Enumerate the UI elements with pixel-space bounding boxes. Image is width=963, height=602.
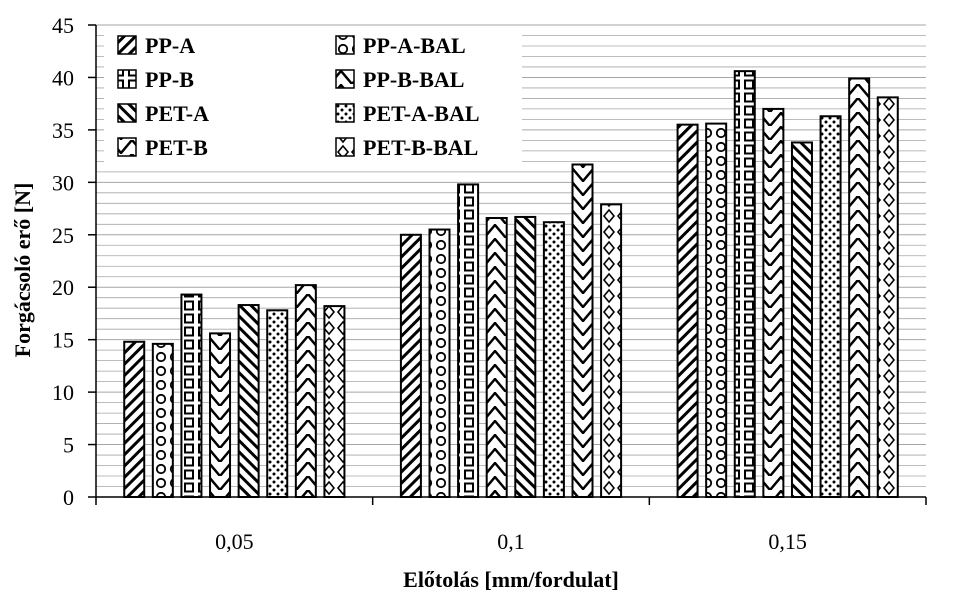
bar — [123, 340, 146, 498]
bar — [457, 183, 480, 498]
bar — [151, 342, 174, 498]
bar — [600, 203, 623, 499]
x-tick-label: 0,05 — [215, 529, 254, 554]
x-tick-label: 0,15 — [768, 529, 807, 554]
legend-swatch — [117, 137, 137, 157]
bar — [428, 228, 451, 499]
legend-label: PP-B — [145, 67, 194, 92]
y-tick-label: 5 — [63, 433, 74, 458]
bar — [571, 163, 594, 498]
legend-swatch — [335, 137, 355, 157]
gridlines — [96, 24, 926, 498]
legend-swatch — [117, 35, 137, 55]
y-tick-label: 25 — [52, 223, 74, 248]
legend-label: PET-B-BAL — [363, 135, 478, 160]
bar — [266, 309, 289, 499]
legend-label: PET-A — [145, 101, 209, 126]
y-tick-label: 0 — [63, 485, 74, 510]
bar — [209, 332, 232, 498]
bar — [705, 122, 728, 499]
legend-label: PET-A-BAL — [363, 101, 480, 126]
legend-label: PP-A-BAL — [363, 33, 466, 58]
bar — [733, 70, 756, 498]
bars — [123, 70, 899, 499]
bar — [848, 77, 871, 498]
y-axis-title: Forgácsoló erő [N] — [10, 183, 35, 358]
legend-label: PP-A — [145, 33, 195, 58]
bar — [180, 293, 203, 499]
y-tick-label: 10 — [52, 380, 74, 405]
y-tick-label: 30 — [52, 170, 74, 195]
bar — [514, 215, 537, 499]
legend-background — [104, 28, 522, 171]
legend-label: PET-B — [145, 135, 208, 160]
legend: PP-A PP-A-BAL PP-B PP-B-BAL PET-A PET-A-BAL PE… — [104, 28, 522, 171]
bar — [237, 304, 260, 499]
bar — [485, 216, 508, 499]
bar — [676, 123, 699, 499]
bar — [819, 115, 842, 499]
bar — [762, 107, 785, 499]
y-tick-label: 40 — [52, 65, 74, 90]
legend-swatch — [335, 69, 355, 89]
legend-swatch — [335, 35, 355, 55]
y-tick-label: 45 — [52, 13, 74, 38]
bar — [399, 233, 422, 498]
bar — [542, 221, 565, 499]
bar — [323, 305, 346, 499]
legend-swatch — [117, 69, 137, 89]
legend-swatch — [117, 103, 137, 123]
y-tick-label: 15 — [52, 328, 74, 353]
y-tick-label: 35 — [52, 118, 74, 143]
y-tick-label: 20 — [52, 275, 74, 300]
bar — [876, 96, 899, 499]
bar — [790, 141, 813, 498]
x-tick-label: 0,1 — [497, 529, 525, 554]
bar — [294, 284, 317, 498]
x-tick-labels: 0,05 0,1 0,15 — [215, 529, 807, 554]
y-tick-labels: 0 5 10 15 20 25 30 35 40 45 — [52, 13, 74, 510]
legend-label: PP-B-BAL — [363, 67, 464, 92]
axes — [88, 24, 927, 505]
legend-swatch — [335, 103, 355, 123]
x-axis-title: Előtolás [mm/fordulat] — [403, 567, 619, 592]
